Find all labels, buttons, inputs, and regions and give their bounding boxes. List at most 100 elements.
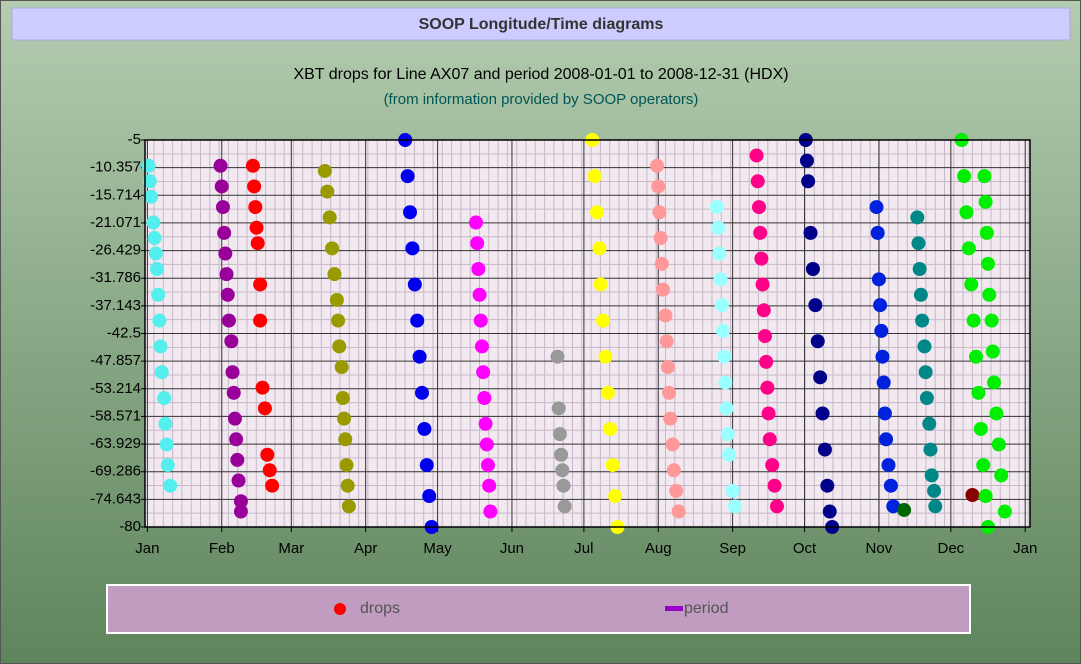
y-tick-label: -63.929	[90, 435, 141, 452]
point	[799, 153, 814, 168]
point	[410, 313, 425, 328]
point	[338, 432, 353, 447]
chart-note: (from information provided by SOOP opera…	[384, 91, 699, 108]
point	[969, 349, 984, 364]
point	[143, 189, 158, 204]
point	[971, 385, 986, 400]
point	[605, 458, 620, 473]
point	[340, 478, 355, 493]
point	[217, 225, 232, 240]
point	[600, 385, 615, 400]
point	[152, 313, 167, 328]
point	[910, 210, 925, 225]
point	[422, 489, 437, 504]
point	[964, 277, 979, 292]
point	[984, 313, 999, 328]
y-tick-label: -37.143	[90, 297, 141, 314]
point	[471, 262, 486, 276]
point	[662, 385, 677, 400]
point	[997, 504, 1012, 519]
point	[229, 432, 244, 447]
point	[918, 365, 933, 380]
point	[476, 365, 491, 380]
point	[262, 463, 277, 478]
point	[400, 169, 415, 184]
point	[479, 437, 494, 452]
point	[881, 458, 896, 473]
point	[470, 236, 485, 251]
legend-box	[106, 584, 971, 634]
point	[985, 344, 1000, 359]
point	[322, 210, 337, 225]
point	[320, 184, 335, 199]
point	[913, 287, 928, 302]
point	[218, 246, 233, 261]
point	[961, 241, 976, 256]
point	[769, 499, 784, 514]
point	[419, 458, 434, 473]
y-tick-label: -31.786	[90, 269, 141, 286]
x-tick-label: May	[423, 540, 452, 557]
point	[663, 411, 678, 426]
point	[480, 458, 495, 473]
point	[712, 246, 727, 261]
point	[875, 349, 890, 364]
y-tick-label: -42.5	[107, 324, 141, 341]
point	[917, 339, 932, 354]
point	[725, 483, 740, 498]
point	[163, 478, 178, 493]
point	[151, 287, 166, 302]
point	[873, 298, 888, 313]
x-tick-label: Mar	[278, 540, 304, 557]
chart-subtitle: XBT drops for Line AX07 and period 2008-…	[293, 66, 788, 83]
plot-border	[144, 139, 1031, 528]
point	[911, 236, 926, 251]
point	[978, 194, 993, 209]
point	[325, 241, 340, 256]
point	[226, 385, 241, 400]
point	[669, 483, 684, 498]
y-tick-label: -15.714	[90, 186, 141, 203]
point	[653, 231, 668, 246]
point	[817, 442, 832, 457]
y-tick-label: -69.286	[90, 463, 141, 480]
point	[928, 499, 943, 514]
point	[652, 205, 667, 220]
point	[220, 287, 235, 302]
point	[224, 334, 239, 349]
x-tick-label: Jul	[574, 540, 593, 557]
point	[158, 416, 173, 431]
legend-marker	[665, 606, 683, 611]
point	[753, 225, 768, 240]
x-tick-label: Apr	[354, 540, 377, 557]
x-tick-label: Jan	[135, 540, 159, 557]
point	[720, 427, 735, 442]
point	[157, 391, 172, 405]
point	[141, 158, 156, 173]
point	[869, 200, 884, 215]
legend-label: period	[684, 600, 728, 617]
point	[762, 432, 777, 447]
point	[749, 148, 764, 163]
point	[221, 313, 236, 328]
point	[250, 236, 265, 251]
point	[897, 502, 912, 517]
point	[253, 313, 268, 328]
point	[159, 437, 174, 452]
point	[147, 231, 162, 246]
point	[245, 158, 260, 173]
point	[965, 488, 980, 503]
point	[922, 416, 937, 431]
point	[979, 225, 994, 240]
point	[981, 256, 996, 271]
point	[596, 313, 611, 328]
point	[973, 421, 988, 436]
y-tick-label: -26.429	[90, 242, 141, 259]
point	[886, 499, 901, 514]
point	[557, 499, 572, 514]
point	[555, 463, 570, 478]
x-tick-label: Jan	[1013, 540, 1037, 557]
x-tick-label: Jun	[500, 540, 524, 557]
point	[810, 334, 825, 349]
point	[472, 287, 487, 302]
